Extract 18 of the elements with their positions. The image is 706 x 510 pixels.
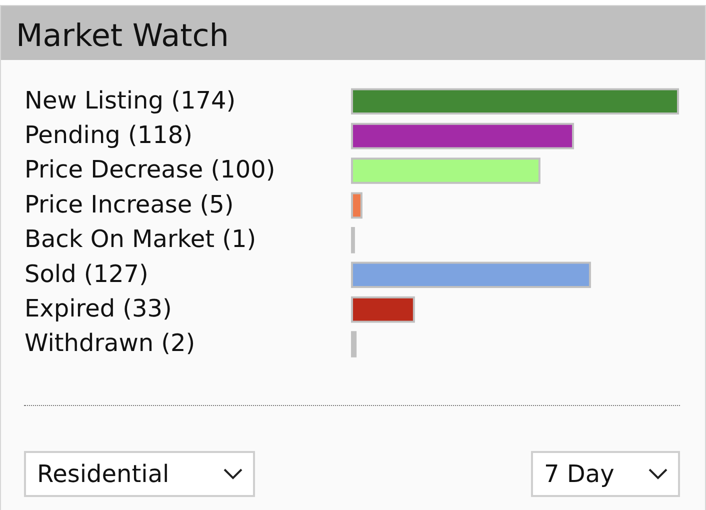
dropdown[interactable]: 7 Day [531, 451, 680, 497]
y-tick-label: Back On Market (1) [24, 225, 256, 254]
y-tick-label: Price Increase (5) [24, 190, 234, 218]
y-tick-label: Expired (33) [24, 294, 172, 323]
y-tick-label: Price Decrease (100) [24, 156, 276, 184]
y-tick-label: Sold (127) [24, 260, 148, 288]
y-tick-label: Withdrawn (2) [24, 329, 196, 358]
bar [351, 122, 574, 150]
dropdown[interactable]: Residential [24, 451, 255, 497]
bar [351, 296, 415, 323]
y-tick-label: New Listing (174) [24, 86, 236, 114]
bar [351, 331, 357, 358]
chart-title: Market Watch [16, 17, 229, 56]
bar [351, 88, 679, 114]
bar [351, 262, 591, 288]
y-tick-label: Pending (118) [24, 121, 193, 150]
bar [351, 192, 362, 219]
bar [351, 158, 540, 184]
